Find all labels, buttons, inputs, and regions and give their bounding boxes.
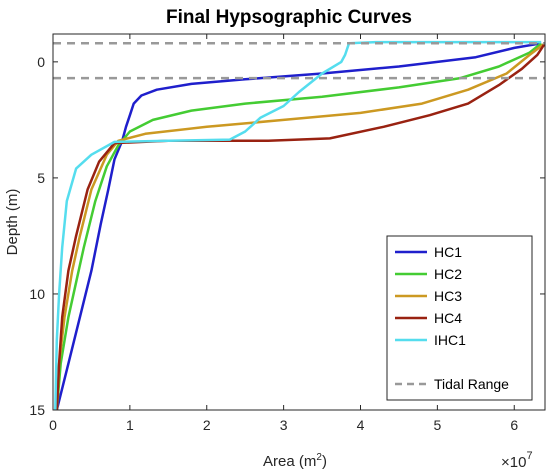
x-tick-label: 5 (433, 417, 441, 433)
plot-frame (52, 33, 546, 411)
legend: HC1 HC2 HC3 HC4 IHC1 Tidal Range (386, 235, 533, 401)
x-tick-label: 3 (280, 417, 288, 433)
y-tick-label: 0 (37, 54, 45, 70)
series-line-hc1 (55, 42, 542, 410)
series-line-hc3 (55, 42, 545, 410)
x-tick-label: 2 (203, 417, 211, 433)
x-tick-label: 4 (357, 417, 365, 433)
x-tick-label: 0 (49, 417, 57, 433)
x-tick-label: 1 (126, 417, 134, 433)
y-axis-label: Depth (m) (4, 189, 21, 256)
series-line-hc2 (55, 42, 542, 410)
x-axis: 0 1 2 3 4 5 6 (49, 34, 518, 433)
y-tick-label: 5 (37, 170, 45, 186)
y-axis: 0 5 10 15 (29, 54, 545, 418)
tidal-range-layer (53, 42, 545, 80)
y-tick-label: 15 (29, 402, 45, 418)
y-tick-label: 10 (29, 286, 45, 302)
x-axis-exponent: ×107 (501, 450, 533, 471)
chart-title: Final Hypsographic Curves (166, 7, 412, 28)
x-tick-label: 6 (510, 417, 518, 433)
series-layer (54, 40, 545, 410)
legend-label-hc4: HC4 (434, 310, 462, 326)
legend-label-hc2: HC2 (434, 266, 462, 282)
series-line-ihc1 (54, 40, 542, 410)
x-axis-label: Area (m2) (263, 452, 327, 470)
legend-label-hc1: HC1 (434, 244, 462, 260)
legend-label-ihc1: IHC1 (434, 332, 466, 348)
legend-label-hc3: HC3 (434, 288, 462, 304)
legend-label-tidal-range: Tidal Range (434, 376, 509, 392)
